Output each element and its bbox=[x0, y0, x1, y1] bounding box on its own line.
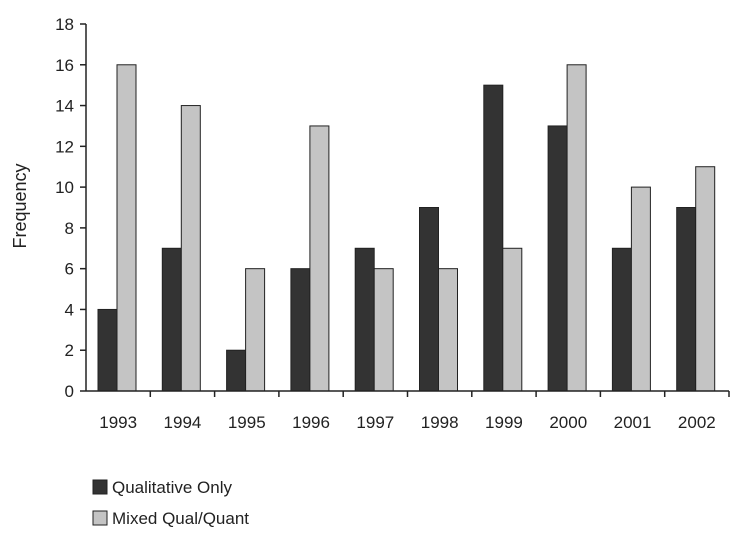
y-tick-label: 2 bbox=[65, 341, 74, 360]
y-tick-label: 0 bbox=[65, 382, 74, 401]
x-tick-label-1993: 1993 bbox=[99, 413, 137, 432]
legend: Qualitative Only Mixed Qual/Quant bbox=[92, 478, 249, 528]
bar-qualitative-only-1997 bbox=[354, 247, 375, 392]
bar-qualitative-only-1998 bbox=[419, 207, 439, 392]
y-axis-ticks: 0 2 4 6 8 10 12 14 16 18 bbox=[55, 15, 86, 401]
bar-mixed-qual-quant-2002 bbox=[695, 166, 716, 392]
y-tick-label: 4 bbox=[65, 300, 74, 319]
x-tick-label-1996: 1996 bbox=[292, 413, 330, 432]
legend-swatch-mixed-qual-quant bbox=[92, 510, 108, 526]
y-tick-label: 8 bbox=[65, 219, 74, 238]
bar-mixed-qual-quant-1994 bbox=[180, 105, 201, 392]
x-axis-labels: 1993 1994 1995 1996 1997 1998 1999 2000 2001 2002 bbox=[99, 391, 730, 432]
bar-qualitative-only-2002 bbox=[676, 207, 697, 392]
bar-mixed-qual-quant-1999 bbox=[502, 247, 523, 392]
x-tick-label-1994: 1994 bbox=[164, 413, 202, 432]
x-tick-label-1999: 1999 bbox=[485, 413, 523, 432]
legend-label-mixed-qual-quant: Mixed Qual/Quant bbox=[112, 509, 249, 528]
bar-qualitative-only-1995 bbox=[226, 349, 247, 392]
legend-swatch-qualitative-only bbox=[92, 479, 108, 495]
y-tick-label: 6 bbox=[65, 260, 74, 279]
y-tick-label: 14 bbox=[55, 97, 74, 116]
x-tick-label-2002: 2002 bbox=[678, 413, 716, 432]
bar-qualitative-only-1999 bbox=[483, 84, 504, 392]
x-tick-label-1998: 1998 bbox=[421, 413, 459, 432]
x-tick-label-2000: 2000 bbox=[549, 413, 587, 432]
bar-mixed-qual-quant-2001 bbox=[630, 186, 651, 392]
y-tick-label: 16 bbox=[55, 56, 74, 75]
bar-mixed-qual-quant-1998 bbox=[438, 268, 458, 392]
y-tick-label: 12 bbox=[55, 137, 74, 156]
x-tick-label-1997: 1997 bbox=[356, 413, 394, 432]
y-axis-title: Frequency bbox=[10, 163, 30, 248]
bar-qualitative-only-2001 bbox=[611, 247, 632, 392]
y-tick-label: 10 bbox=[55, 178, 74, 197]
bar-mixed-qual-quant-2000 bbox=[566, 64, 587, 392]
bar-qualitative-only-1996 bbox=[290, 268, 311, 392]
bar-qualitative-only-1994 bbox=[161, 247, 182, 392]
bar-qualitative-only-2000 bbox=[547, 125, 568, 392]
bar-mixed-qual-quant-1997 bbox=[373, 268, 394, 392]
bar-mixed-qual-quant-1995 bbox=[245, 268, 266, 392]
y-tick-label: 18 bbox=[55, 15, 74, 34]
bar-mixed-qual-quant-1996 bbox=[309, 125, 330, 392]
legend-label-qualitative-only: Qualitative Only bbox=[112, 478, 232, 497]
x-tick-label-1995: 1995 bbox=[228, 413, 266, 432]
bars bbox=[97, 64, 716, 392]
bar-mixed-qual-quant-1993 bbox=[116, 64, 137, 392]
bar-qualitative-only-1993 bbox=[97, 308, 118, 392]
x-tick-label-2001: 2001 bbox=[614, 413, 652, 432]
